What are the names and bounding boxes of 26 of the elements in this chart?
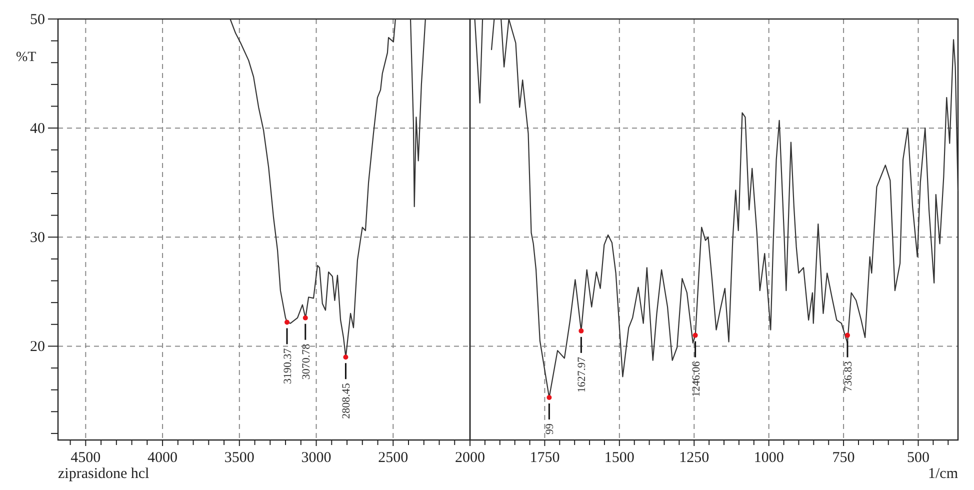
y-tick-label: 50 — [30, 12, 45, 28]
text: ziprasidone hcl — [58, 466, 150, 482]
x-tick-label: 1750 — [530, 450, 560, 466]
x-tick-label: 1500 — [604, 450, 634, 466]
annotation: 1627.97 — [576, 356, 588, 393]
x-tick-label: 1250 — [679, 450, 710, 466]
x-tick-label: 4500 — [70, 450, 101, 466]
x-tick-label: 750 — [832, 450, 855, 466]
annotation: 3190.37 — [282, 348, 294, 384]
annotation: 736.83 — [842, 360, 854, 392]
y-tick-label: 40 — [30, 121, 45, 138]
annotation: 1246.06 — [690, 360, 702, 398]
y-tick-label: 30 — [30, 230, 45, 246]
x-axis-title: 1/cm — [928, 466, 958, 482]
annotation: 2808.45 — [340, 382, 353, 419]
y-tick-label: 20 — [30, 339, 45, 356]
x-tick-label: 3000 — [301, 450, 332, 466]
x-tick-label: 2500 — [378, 450, 408, 466]
x-tick-label: 1000 — [754, 450, 784, 466]
y-axis-title: %T — [16, 50, 37, 65]
x-tick-label: 4000 — [148, 450, 178, 466]
annotation: 3070.78 — [300, 343, 312, 380]
x-tick-label: 3500 — [224, 450, 254, 466]
x-tick-label: 500 — [907, 450, 930, 466]
annotation: 99 — [544, 422, 556, 434]
x-tick-label: 2000 — [455, 450, 485, 466]
